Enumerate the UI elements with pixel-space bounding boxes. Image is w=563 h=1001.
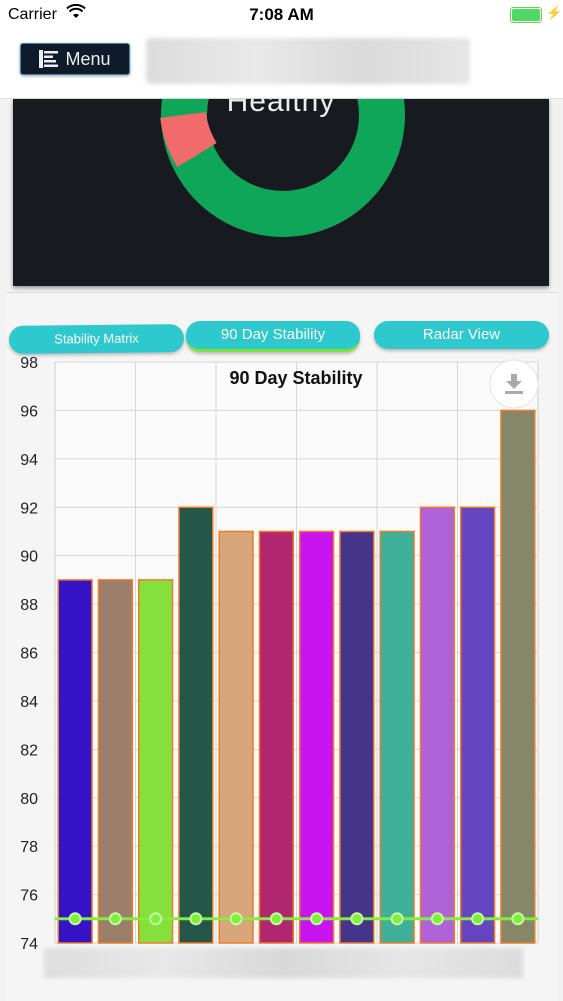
line-point [471,912,485,926]
y-tick-label: 74 [20,936,38,953]
y-tick-label: 94 [20,452,38,469]
bar [137,579,174,944]
line-point [269,912,283,926]
bar [218,530,254,944]
chart-line-series [55,912,538,926]
tab-radar-view-label: Radar View [422,326,501,343]
line-point [189,912,203,926]
line-point [430,912,444,926]
line-point [390,912,404,926]
line-point [229,912,243,926]
chart-title: 90 Day Stability [229,368,362,388]
y-tick-label: 92 [20,500,38,517]
line-point [108,912,122,926]
bar [97,579,134,944]
blurred-header-title [146,38,470,84]
y-tick-label: 80 [20,791,38,808]
health-donut [160,99,405,237]
status-bar: Carrier 7:08 AM ⚡ [0,0,563,30]
bar [459,506,496,944]
charging-icon: ⚡ [546,5,563,20]
battery-icon [510,7,542,23]
tab-90-day-stability[interactable]: 90 Day Stability [186,321,360,352]
bar [57,579,93,944]
y-tick-label: 98 [20,355,38,372]
line-point [68,912,82,926]
y-tick-label: 86 [20,646,38,663]
tab-90-day-stability-label: 90 Day Stability [220,326,326,343]
y-axis-ticks: 74 76 78 80 82 84 86 88 90 92 94 96 98 [20,355,38,953]
top-navbar: Menu [0,30,563,99]
bar [298,530,335,944]
menu-icon [39,50,59,68]
download-icon [505,374,523,394]
bar [339,530,375,944]
y-tick-label: 78 [20,839,38,856]
wifi-icon [66,3,86,25]
bar [258,530,295,944]
line-point [149,912,163,926]
tab-radar-view[interactable]: Radar View [374,321,549,349]
download-button[interactable] [489,359,539,409]
carrier-label: Carrier [8,6,57,23]
y-tick-label: 84 [20,694,38,711]
bar [178,506,214,944]
y-tick-label: 88 [20,597,38,614]
health-panel: Healthy [13,99,549,286]
menu-button[interactable]: Menu [20,43,130,75]
health-status-label: Healthy [226,99,336,118]
y-tick-label: 90 [20,549,38,566]
blurred-x-axis-labels [44,948,523,978]
bar [500,409,536,944]
y-tick-label: 76 [20,888,38,905]
bar [379,530,415,944]
line-point [310,912,324,926]
donut-unhealthy-segment [160,111,218,168]
y-tick-label: 82 [20,742,38,759]
menu-label: Menu [65,48,111,69]
line-point [350,912,364,926]
y-tick-label: 96 [20,403,38,420]
chart-bars [57,409,536,944]
chart-grid [54,361,539,944]
status-time: 7:08 AM [249,5,314,24]
bar [419,506,456,944]
line-point [511,912,525,926]
